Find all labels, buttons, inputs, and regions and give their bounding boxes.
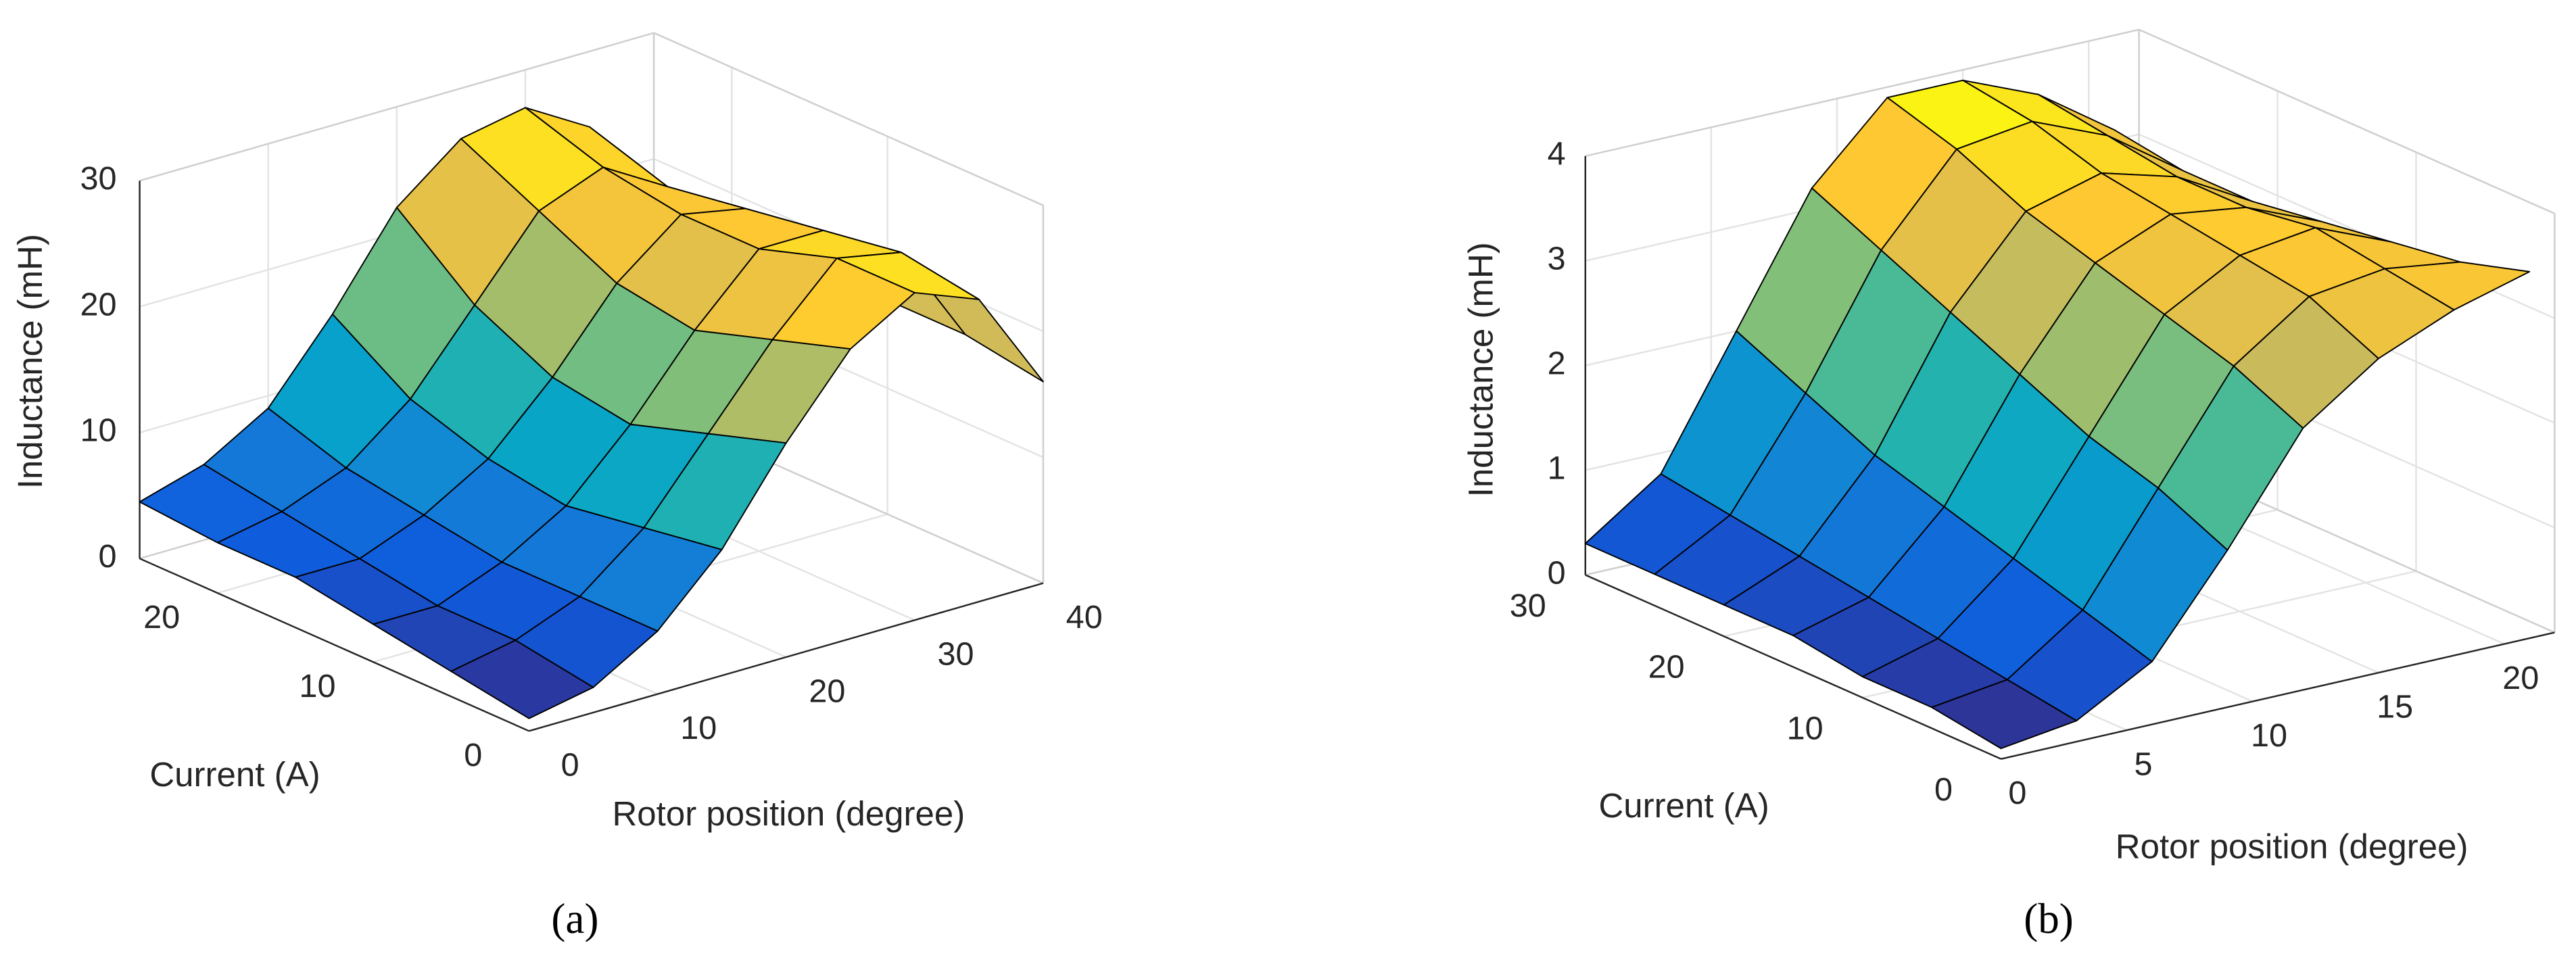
z-tick-label: 0 xyxy=(1548,554,1566,591)
x-tick-label: 40 xyxy=(1066,599,1103,635)
x-tick-label: 20 xyxy=(2502,660,2539,696)
box-edge xyxy=(139,32,654,182)
x-tick-label: 10 xyxy=(2251,717,2287,754)
x-tick-label: 10 xyxy=(680,710,717,746)
x-axis-label: Rotor position (degree) xyxy=(2116,827,2468,866)
x-tick-label: 0 xyxy=(2008,775,2026,811)
y-axis xyxy=(1585,574,2002,760)
y-tick-label: 0 xyxy=(464,737,482,773)
x-axis-label: Rotor position (degree) xyxy=(612,794,965,833)
y-axis-label: Current (A) xyxy=(1598,786,1769,825)
z-tick-label: 0 xyxy=(98,538,116,575)
x-tick-label: 20 xyxy=(809,673,845,709)
z-tick-label: 3 xyxy=(1548,241,1566,277)
y-tick-label: 10 xyxy=(1787,710,1823,746)
surface-chart: 0 10 20 30 0 10 20 0 10 20 30 40 Rotor position (deg… xyxy=(11,32,1103,942)
panel-label: (a) xyxy=(551,895,598,942)
y-tick-label: 10 xyxy=(299,668,335,704)
x-tick-label: 15 xyxy=(2377,688,2413,725)
z-axis-label: Inductance (mH) xyxy=(1462,242,1500,497)
z-tick-label: 10 xyxy=(80,412,116,449)
y-axis xyxy=(139,558,529,732)
surface-patch xyxy=(1931,679,2078,750)
x-tick-label: 30 xyxy=(938,636,974,673)
x-tick-label: 0 xyxy=(561,747,579,784)
y-tick-label: 30 xyxy=(1510,587,1546,624)
y-tick-label: 20 xyxy=(1648,649,1685,686)
z-axis-label: Inductance (mH) xyxy=(11,234,49,489)
x-axis xyxy=(2001,631,2555,760)
x-axis xyxy=(529,582,1044,732)
y-tick-label: 0 xyxy=(1934,771,1953,808)
box-edge xyxy=(653,32,1044,206)
y-tick-label: 20 xyxy=(143,599,180,635)
y-axis-label: Current (A) xyxy=(149,755,320,794)
panel-label: (b) xyxy=(2024,895,2074,942)
z-tick-label: 1 xyxy=(1548,450,1566,486)
z-tick-label: 2 xyxy=(1548,345,1566,382)
box-edge xyxy=(1585,28,2139,158)
surface-patch xyxy=(450,640,594,719)
z-tick-label: 30 xyxy=(80,160,116,197)
z-tick-label: 4 xyxy=(1548,136,1566,172)
z-tick-label: 20 xyxy=(80,286,116,322)
box-edge xyxy=(2139,28,2555,215)
x-tick-label: 5 xyxy=(2134,746,2152,782)
